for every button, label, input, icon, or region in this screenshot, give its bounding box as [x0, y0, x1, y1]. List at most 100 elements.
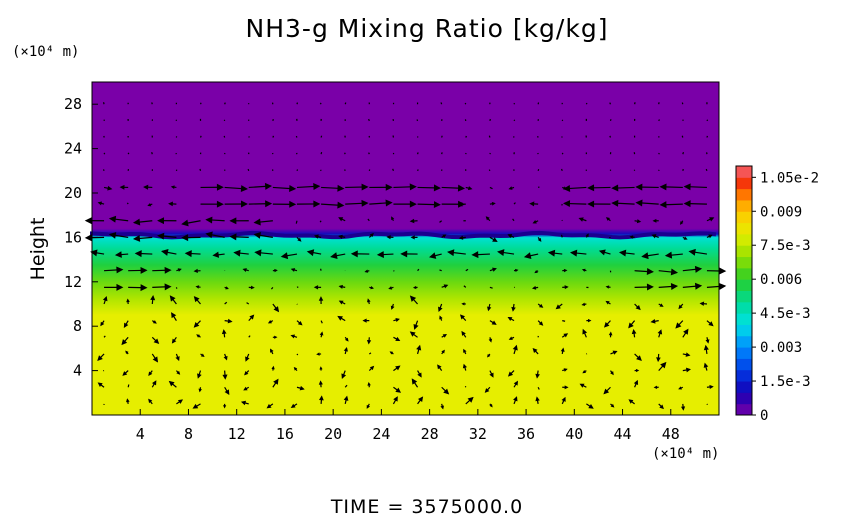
wind-arrow-head	[605, 300, 610, 305]
wind-arrow-head	[633, 379, 639, 386]
wind-arrow	[296, 169, 299, 172]
wind-arrow-head	[409, 295, 417, 302]
wind-arrow-head	[254, 249, 262, 257]
wind-arrow-head	[385, 183, 393, 191]
wind-arrow-head	[175, 356, 180, 362]
x-tick-label: 40	[565, 425, 583, 443]
wind-arrow-head	[171, 338, 177, 344]
wind-arrow-head	[97, 201, 103, 206]
colorbar-segment	[736, 290, 752, 303]
wind-arrow-head	[337, 315, 343, 321]
x-tick-label: 4	[136, 425, 145, 443]
mixing-ratio-field	[92, 82, 719, 415]
wind-arrow-head	[457, 184, 466, 192]
wind-arrow	[175, 152, 177, 155]
wind-arrow-head	[222, 374, 228, 380]
colorbar-segment	[736, 222, 752, 235]
wind-arrow-head	[646, 268, 654, 275]
wind-arrow-head	[459, 314, 466, 320]
wind-arrow-head	[462, 363, 467, 369]
wind-arrow-head	[132, 218, 141, 226]
wind-arrow	[270, 286, 274, 290]
wind-arrow	[463, 285, 467, 288]
wind-arrow-head	[376, 251, 384, 259]
wind-arrow-head	[350, 250, 358, 258]
wind-arrow-head	[313, 200, 321, 208]
wind-arrow	[199, 168, 202, 171]
wind-arrow-head	[581, 268, 586, 272]
wind-arrow-head	[289, 200, 297, 208]
wind-arrow	[246, 302, 250, 305]
wind-arrow	[705, 168, 708, 172]
wind-arrow-head	[395, 365, 401, 371]
wind-arrow-head	[273, 306, 280, 313]
wind-arrow-head	[587, 318, 592, 323]
colorbar-segment	[736, 381, 752, 393]
wind-arrow-head	[205, 231, 213, 239]
colorbar-segment	[736, 256, 752, 269]
wind-arrow-head	[512, 344, 518, 351]
wind-arrow-head	[703, 344, 709, 351]
colorbar-tick-label: 0.006	[760, 272, 802, 288]
wind-arrow	[368, 118, 370, 122]
wind-arrow-head	[152, 380, 157, 386]
wind-arrow	[320, 152, 323, 155]
wind-arrow-head	[659, 201, 667, 209]
wind-arrow-head	[240, 185, 248, 193]
wind-arrow-head	[338, 217, 344, 222]
wind-arrow	[560, 168, 563, 172]
wind-arrow-head	[489, 403, 493, 408]
wind-arrow	[199, 102, 202, 105]
wind-arrow-head	[467, 396, 474, 403]
wind-arrow-head	[84, 217, 92, 225]
wind-arrow-head	[362, 318, 367, 323]
wind-arrow-head	[442, 334, 447, 338]
wind-arrow-head	[338, 234, 343, 239]
wind-arrow	[247, 168, 250, 172]
wind-arrow-head	[442, 234, 447, 238]
wind-arrow-head	[532, 219, 537, 224]
wind-arrow-head	[685, 352, 691, 357]
wind-arrow-head	[511, 306, 516, 312]
wind-arrow-head	[485, 216, 490, 221]
wind-arrow-head	[719, 267, 727, 275]
wind-arrow-head	[688, 248, 696, 256]
wind-arrow-head	[297, 320, 303, 326]
wind-arrow	[416, 152, 419, 155]
wind-arrow	[440, 102, 443, 105]
wind-arrow	[392, 168, 395, 172]
wind-arrow-head	[683, 328, 689, 335]
wind-arrow-head	[344, 337, 349, 342]
colorbar-segment	[736, 267, 752, 280]
wind-arrow-head	[84, 234, 92, 242]
wind-arrow	[295, 220, 298, 224]
wind-arrow-head	[492, 237, 498, 242]
wind-arrow-head	[652, 218, 657, 223]
wind-arrow-head	[685, 367, 692, 373]
wind-arrow	[489, 286, 493, 289]
wind-arrow-head	[385, 199, 393, 207]
colorbar-segment	[736, 301, 752, 314]
wind-arrow	[126, 202, 129, 205]
y-axis-unit: (×10⁴ m)	[12, 44, 80, 60]
wind-arrow-head	[561, 396, 566, 402]
wind-arrow-head	[538, 321, 544, 326]
wind-vector-field	[84, 102, 727, 411]
colorbar-segment	[736, 369, 752, 382]
wind-arrow	[706, 403, 708, 406]
wind-arrow-head	[635, 199, 643, 207]
wind-arrow-head	[437, 364, 442, 370]
wind-arrow-head	[656, 357, 661, 363]
wind-arrow	[368, 352, 372, 355]
wind-arrow-head	[535, 373, 540, 379]
wind-arrow-head	[603, 388, 610, 395]
wind-arrow-head	[289, 185, 297, 192]
wind-arrow-head	[274, 268, 278, 273]
wind-arrow-head	[413, 323, 419, 330]
wind-arrow-head	[587, 184, 595, 192]
wind-arrow	[706, 119, 709, 122]
wind-arrow	[681, 102, 684, 105]
wind-arrow	[151, 102, 153, 105]
wind-arrow-head	[508, 336, 513, 340]
colorbar-tick-label: 1.05e-2	[760, 170, 819, 186]
